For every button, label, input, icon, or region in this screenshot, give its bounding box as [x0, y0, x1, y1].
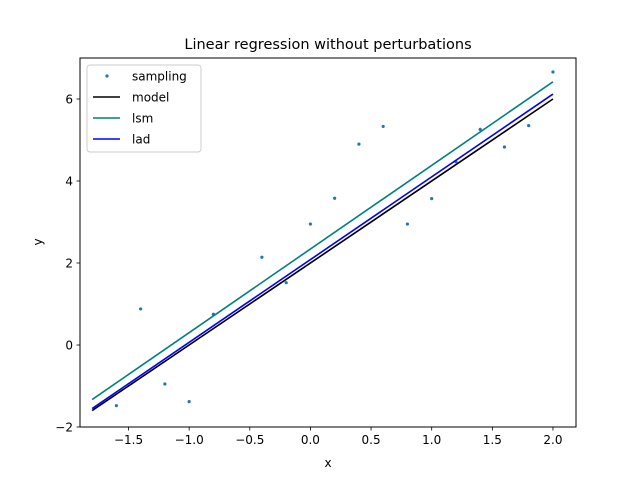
- legend-label-lad: lad: [132, 133, 150, 147]
- y-tick-label: 2: [65, 257, 73, 271]
- legend-label-sampling: sampling: [132, 70, 187, 84]
- sampling-point: [405, 222, 410, 226]
- sampling-point: [187, 399, 191, 404]
- x-axis-ticks: −1.5 −1.0 −0.5 0.0 0.5 1.0 1.5 2.0: [114, 427, 563, 447]
- legend: sampling model lsm lad: [86, 64, 202, 153]
- x-tick-label: −1.0: [175, 433, 204, 447]
- sampling-point: [527, 124, 531, 128]
- sampling-point: [308, 222, 313, 226]
- x-tick-label: 2.0: [543, 433, 562, 447]
- sampling-point: [260, 255, 264, 259]
- lad-line: [91, 93, 554, 410]
- chart-title: Linear regression without perturbations: [184, 37, 471, 53]
- sampling-point: [430, 197, 434, 201]
- sampling-point: [381, 124, 385, 129]
- sampling-point: [551, 70, 555, 74]
- sampling-point: [478, 127, 482, 131]
- sampling-point: [502, 145, 507, 149]
- legend-label-model: model: [132, 91, 169, 105]
- x-tick-label: −1.5: [114, 433, 143, 447]
- x-tick-label: 0.5: [362, 433, 381, 447]
- y-tick-label: −2: [55, 421, 73, 435]
- axes-frame: [79, 57, 577, 428]
- sampling-point: [139, 307, 143, 311]
- plot-area: [91, 70, 555, 412]
- model-line: [91, 98, 554, 412]
- y-axis-ticks: −2 0 2 4 6: [55, 93, 80, 435]
- sampling-point: [114, 404, 118, 408]
- y-axis-label: y: [31, 238, 45, 245]
- legend-label-lsm: lsm: [132, 112, 153, 126]
- sampling-point: [333, 196, 337, 200]
- sampling-point: [163, 382, 167, 386]
- y-tick-label: 6: [65, 93, 73, 107]
- legend-box: [86, 64, 202, 153]
- x-axis-label: x: [324, 456, 331, 470]
- lsm-line: [91, 81, 554, 401]
- x-tick-label: −0.5: [235, 433, 264, 447]
- sampling-point: [284, 281, 288, 285]
- x-tick-label: 0.0: [301, 433, 320, 447]
- y-tick-label: 4: [65, 175, 73, 189]
- sampling-point: [357, 142, 361, 146]
- x-tick-label: 1.5: [483, 433, 502, 447]
- legend-marker-sampling: [105, 74, 109, 78]
- y-tick-label: 0: [65, 339, 73, 353]
- x-tick-label: 1.0: [422, 433, 441, 447]
